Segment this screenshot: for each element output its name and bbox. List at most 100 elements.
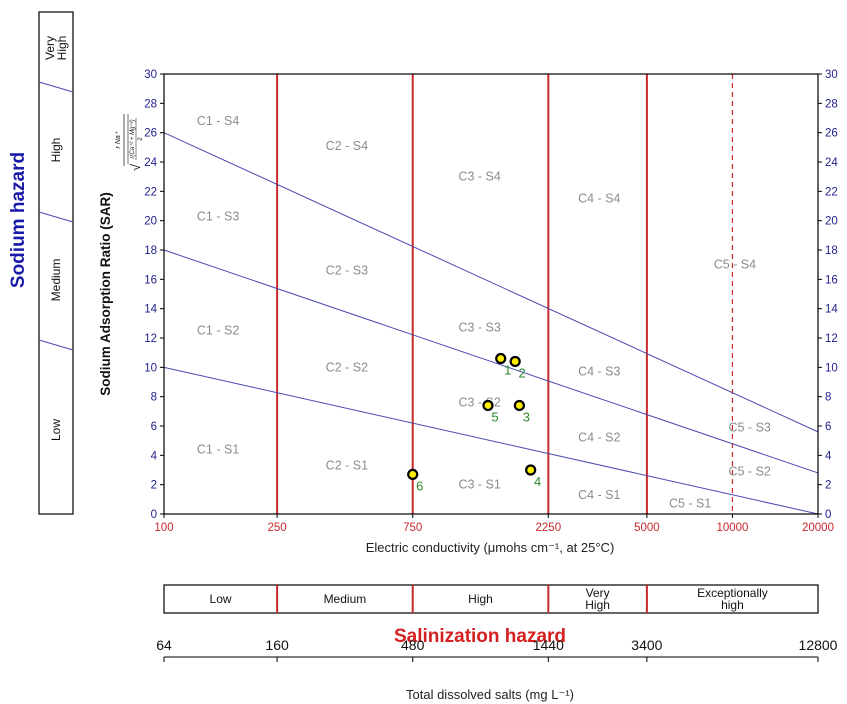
class-label-c3-s4: C3 - S4 <box>458 170 500 184</box>
class-label-c5-s1: C5 - S1 <box>669 497 711 511</box>
salinization-hazard-title: Salinization hazard <box>394 626 566 647</box>
sample-point-1 <box>495 352 507 365</box>
x-tick-label: 5000 <box>634 522 660 534</box>
salinization-band-label: High <box>468 592 493 606</box>
sar-formula-divisor: 2 <box>138 137 144 141</box>
sodium-hazard-band-label: High <box>55 36 69 61</box>
y-tick-label-left: 24 <box>144 157 157 169</box>
sar-boundary-line-0 <box>163 366 819 515</box>
class-label-c3-s2: C3 - S2 <box>458 396 500 410</box>
y-tick-label-right: 2 <box>825 480 831 492</box>
y-tick-label-right: 0 <box>825 509 831 521</box>
sample-point-6 <box>407 468 419 480</box>
class-label-c5-s4: C5 - S4 <box>714 258 756 272</box>
y-tick-label-right: 20 <box>825 216 838 228</box>
sample-point-label-4: 4 <box>534 474 541 489</box>
class-label-c1-s2: C1 - S2 <box>197 324 239 338</box>
y-tick-label-left: 16 <box>144 274 157 286</box>
sample-point-5 <box>482 399 494 412</box>
class-label-c3-s1: C3 - S1 <box>458 478 500 492</box>
sar-formula-root: √ <box>128 163 143 171</box>
sodium-hazard-band-high: High <box>49 138 63 163</box>
salinization-band-label: Low <box>210 592 232 606</box>
class-label-c2-s1: C2 - S1 <box>326 459 368 473</box>
sample-point-label-5: 5 <box>491 409 498 424</box>
y-tick-label-right: 22 <box>825 186 838 198</box>
sample-point-4 <box>525 464 537 476</box>
sar-formula: r Na⁺ √ r(Ca⁺² + Mg⁺²) 2 <box>115 114 144 171</box>
y-tick-label-left: 26 <box>144 128 157 140</box>
y-tick-label-right: 30 <box>825 69 838 81</box>
tds-tick-label: 160 <box>265 637 289 653</box>
y-tick-label-left: 22 <box>144 186 157 198</box>
y-tick-label-left: 14 <box>144 304 157 316</box>
class-label-c4-s4: C4 - S4 <box>578 192 620 206</box>
y-tick-label-right: 6 <box>825 421 831 433</box>
sample-point-label-6: 6 <box>416 478 423 493</box>
sodium-hazard-band-label: Medium <box>49 259 63 302</box>
sodium-hazard-band-label: Low <box>49 419 63 441</box>
y-tick-label-left: 6 <box>151 421 157 433</box>
sodium-hazard-box <box>38 11 74 515</box>
sodium-hazard-band-low: Low <box>49 419 63 441</box>
y-tick-label-left: 0 <box>151 509 157 521</box>
y-tick-label-right: 24 <box>825 157 838 169</box>
y-tick-label-left: 4 <box>151 450 158 462</box>
sodium-hazard-band-label: Very <box>43 36 57 60</box>
y-axis-label: Sodium Adsorption Ratio (SAR) <box>98 192 113 395</box>
sodium-hazard-band-label: High <box>49 138 63 163</box>
y-tick-label-right: 28 <box>825 98 838 110</box>
tds-tick-label: 1440 <box>533 637 564 653</box>
salinization-hazard-bar <box>163 584 819 614</box>
class-label-c2-s4: C2 - S4 <box>326 139 368 153</box>
y-tick-label-left: 28 <box>144 98 157 110</box>
class-label-c5-s3: C5 - S3 <box>728 420 770 434</box>
class-label-c1-s4: C1 - S4 <box>197 114 239 128</box>
sar-boundary-line-2 <box>163 132 819 433</box>
x-tick-label: 10000 <box>716 522 748 534</box>
tds-tick-label: 3400 <box>631 637 662 653</box>
salinization-band-label: Exceptionally <box>697 586 768 600</box>
sodium-hazard-divider-1 <box>38 211 74 223</box>
salinization-band-label: high <box>721 598 744 612</box>
x-tick-label: 750 <box>403 522 422 534</box>
x-tick-label: 100 <box>154 522 173 534</box>
y-tick-label-right: 8 <box>825 392 831 404</box>
sar-formula-denominator: r(Ca⁺² + Mg⁺²) <box>129 119 136 158</box>
x-tick-label: 2250 <box>536 522 562 534</box>
y-tick-label-right: 10 <box>825 362 838 374</box>
sodium-hazard-divider-0 <box>38 81 74 93</box>
x-tick-label: 20000 <box>802 522 834 534</box>
sample-point-label-3: 3 <box>523 409 530 424</box>
y-tick-label-right: 26 <box>825 128 838 140</box>
class-label-c4-s2: C4 - S2 <box>578 431 620 445</box>
salinization-band-label: High <box>585 598 610 612</box>
sar-boundary-line-1 <box>163 249 819 474</box>
tds-axis-label: Total dissolved salts (mg L⁻¹) <box>406 687 574 702</box>
y-tick-label-right: 16 <box>825 274 838 286</box>
y-tick-label-left: 30 <box>144 69 157 81</box>
tds-tick-label: 64 <box>156 637 172 653</box>
sample-point-2 <box>509 355 521 368</box>
y-tick-label-right: 12 <box>825 333 838 345</box>
class-label-c4-s3: C4 - S3 <box>578 365 620 379</box>
y-tick-label-right: 18 <box>825 245 838 257</box>
y-tick-label-left: 2 <box>151 480 157 492</box>
salinization-band-label: Very <box>586 586 610 600</box>
y-tick-label-left: 12 <box>144 333 157 345</box>
y-tick-label-left: 20 <box>144 216 157 228</box>
class-label-c3-s3: C3 - S3 <box>458 321 500 335</box>
sodium-hazard-title: Sodium hazard <box>8 152 29 288</box>
sample-point-3 <box>513 399 525 412</box>
salinization-band-label: Medium <box>324 592 367 606</box>
class-label-c4-s1: C4 - S1 <box>578 488 620 502</box>
sample-point-label-2: 2 <box>519 365 526 380</box>
y-tick-label-right: 14 <box>825 304 838 316</box>
x-axis-label: Electric conductivity (μmohs cm⁻¹, at 25… <box>366 540 615 555</box>
sar-formula-numerator: r Na⁺ <box>115 130 122 148</box>
tds-tick-label: 480 <box>401 637 425 653</box>
y-tick-label-left: 10 <box>144 362 157 374</box>
y-tick-label-left: 8 <box>151 392 157 404</box>
